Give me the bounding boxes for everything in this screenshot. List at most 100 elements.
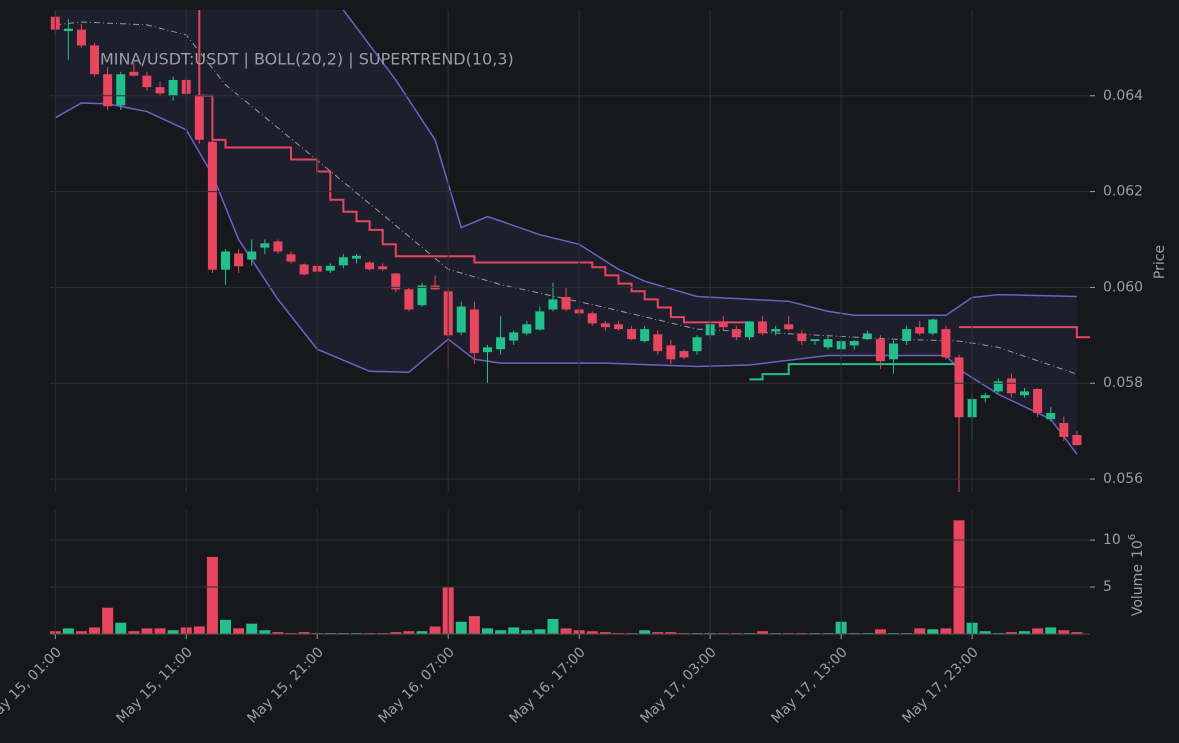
- candle-body: [1020, 391, 1030, 396]
- volume-bar: [560, 628, 572, 634]
- volume-bar: [953, 520, 965, 634]
- candle-body: [600, 323, 610, 328]
- volume-bar: [547, 618, 559, 634]
- candle-body: [902, 329, 912, 342]
- candle-body: [90, 45, 100, 75]
- candle-body: [404, 289, 414, 310]
- candle-body: [1046, 412, 1056, 420]
- volume-bar: [298, 632, 310, 634]
- candle-body: [482, 347, 492, 353]
- candle-body: [116, 74, 126, 106]
- y2-label-power: 6: [1127, 534, 1138, 540]
- candle-body: [875, 339, 885, 362]
- candle-body: [496, 337, 506, 350]
- candle-body: [928, 319, 938, 334]
- candle-body: [666, 345, 676, 360]
- volume-bar: [128, 631, 140, 634]
- x-tick-label: May 15, 21:00: [245, 644, 327, 726]
- candle-body: [76, 29, 86, 46]
- volume-bar: [599, 632, 611, 634]
- volume-bar: [455, 621, 467, 634]
- candle-body: [273, 241, 283, 252]
- volume-bar: [1019, 631, 1031, 634]
- y2-axis-label: Volume 106: [1127, 534, 1146, 616]
- candle-body: [718, 321, 728, 328]
- volume-bar: [979, 631, 991, 634]
- candle-body: [234, 253, 244, 267]
- candle-body: [627, 329, 637, 340]
- candle-body: [915, 327, 925, 334]
- candle-body: [613, 324, 623, 330]
- volume-panel: [50, 520, 1083, 634]
- candle-body: [810, 339, 820, 342]
- candle-body: [1006, 378, 1016, 394]
- candle-body: [299, 264, 309, 275]
- volume-bar: [141, 628, 153, 634]
- candle-body: [194, 94, 204, 140]
- candle-body: [469, 309, 479, 354]
- candle-body: [260, 243, 270, 248]
- candle-body: [561, 296, 571, 310]
- supertrend-down: [198, 10, 1090, 339]
- volume-bar: [652, 632, 664, 634]
- candle-body: [548, 299, 558, 310]
- candle-body: [103, 74, 113, 107]
- volume-bar: [586, 631, 598, 634]
- candle-body: [129, 71, 139, 76]
- chart-title: MINA/USDT:USDT | BOLL(20,2) | SUPERTREND…: [100, 50, 514, 69]
- volume-bar: [272, 632, 284, 634]
- volume-bar: [1005, 632, 1017, 634]
- volume-bar: [665, 632, 677, 634]
- candle-body: [247, 251, 257, 260]
- x-tick-label: May 17, 13:00: [768, 644, 850, 726]
- x-tick-label: May 17, 23:00: [899, 644, 981, 726]
- volume-bar: [874, 629, 886, 634]
- volume-bar: [1058, 630, 1070, 634]
- volume-bar: [75, 631, 87, 634]
- candle-body: [522, 324, 532, 334]
- volume-bar: [206, 556, 218, 634]
- volume-bar: [246, 623, 258, 634]
- candle-body: [692, 337, 702, 352]
- volume-bar: [220, 619, 232, 634]
- volume-bar: [1071, 632, 1083, 634]
- volume-bar: [193, 626, 205, 634]
- y2-label-text: Volume: [1130, 564, 1146, 616]
- volume-bar: [429, 626, 441, 634]
- candle-body: [286, 254, 296, 262]
- candle-body: [1059, 423, 1069, 437]
- candle-body: [744, 321, 754, 338]
- volume-bar: [639, 630, 651, 634]
- candle-body: [758, 321, 768, 334]
- volume-bar: [102, 607, 114, 634]
- candle-body: [941, 329, 951, 358]
- candle-body: [221, 251, 231, 270]
- candle-body: [338, 257, 348, 266]
- candle-body: [456, 306, 466, 333]
- candle-body: [168, 79, 178, 96]
- candle-body: [365, 262, 375, 270]
- candle-body: [640, 329, 650, 342]
- bollinger-middle: [55, 21, 1078, 375]
- y2-label-base: 10: [1130, 540, 1146, 558]
- band-fill: [55, 10, 1077, 455]
- volume-bar: [115, 622, 127, 634]
- y-axis-label: Price: [1152, 245, 1168, 279]
- y-tick-label: 0.056: [1103, 471, 1143, 487]
- volume-bar: [495, 630, 507, 634]
- volume-bar: [940, 628, 952, 634]
- candle-body: [391, 273, 401, 290]
- volume-bar: [927, 629, 939, 634]
- supertrend-up: [749, 363, 960, 381]
- candle-body: [417, 285, 427, 306]
- volume-bar: [468, 616, 480, 634]
- volume-bar: [233, 628, 245, 634]
- candle-body: [63, 28, 73, 32]
- candle-body: [378, 266, 388, 270]
- candle-body: [653, 334, 663, 352]
- y-tick-label: 0.058: [1103, 375, 1143, 391]
- candle-body: [849, 341, 859, 346]
- price-panel: [50, 10, 1090, 492]
- volume-bar: [62, 628, 74, 634]
- candle-body: [509, 332, 519, 341]
